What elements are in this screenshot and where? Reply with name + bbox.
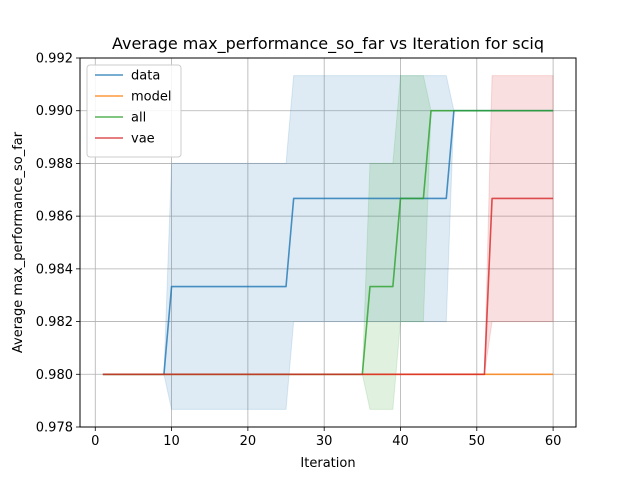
x-axis-ticks: 0 10 20 30 40 50 60: [91, 427, 561, 449]
y-tick-label: 0.992: [36, 52, 73, 67]
x-tick-label: 60: [545, 434, 562, 449]
band-data: [102, 75, 554, 410]
y-tick-label: 0.984: [36, 262, 73, 277]
line-all: [102, 109, 554, 376]
chart-title: Average max_performance_so_far vs Iterat…: [112, 34, 544, 54]
y-tick-label: 0.982: [36, 315, 73, 330]
y-tick-label: 0.980: [36, 368, 73, 383]
legend-label-vae: vae: [131, 132, 155, 147]
legend-label-all: all: [131, 111, 146, 126]
y-axis-ticks: 0.978 0.980 0.982 0.984 0.986 0.988 0.990 0.992: [36, 52, 80, 436]
legend-label-data: data: [131, 69, 160, 84]
legend-box: [86, 64, 182, 158]
y-tick-label: 0.988: [36, 157, 73, 172]
legend: data model all vae: [86, 64, 182, 158]
x-axis-label: Iteration: [300, 456, 355, 471]
y-axis-label: Average max_performance_so_far: [11, 131, 26, 353]
x-tick-label: 30: [316, 434, 333, 449]
y-tick-label: 0.986: [36, 210, 73, 225]
x-tick-label: 20: [240, 434, 257, 449]
y-tick-label: 0.978: [36, 421, 73, 436]
x-tick-label: 0: [91, 434, 99, 449]
x-tick-label: 10: [163, 434, 180, 449]
legend-label-model: model: [131, 90, 171, 105]
plot-frame: [79, 57, 577, 428]
band-all: [102, 75, 554, 410]
y-tick-label: 0.990: [36, 104, 73, 119]
series-lines: [102, 109, 554, 376]
line-vae: [102, 197, 554, 376]
x-tick-label: 50: [469, 434, 486, 449]
line-data: [102, 109, 554, 376]
x-tick-label: 40: [392, 434, 409, 449]
